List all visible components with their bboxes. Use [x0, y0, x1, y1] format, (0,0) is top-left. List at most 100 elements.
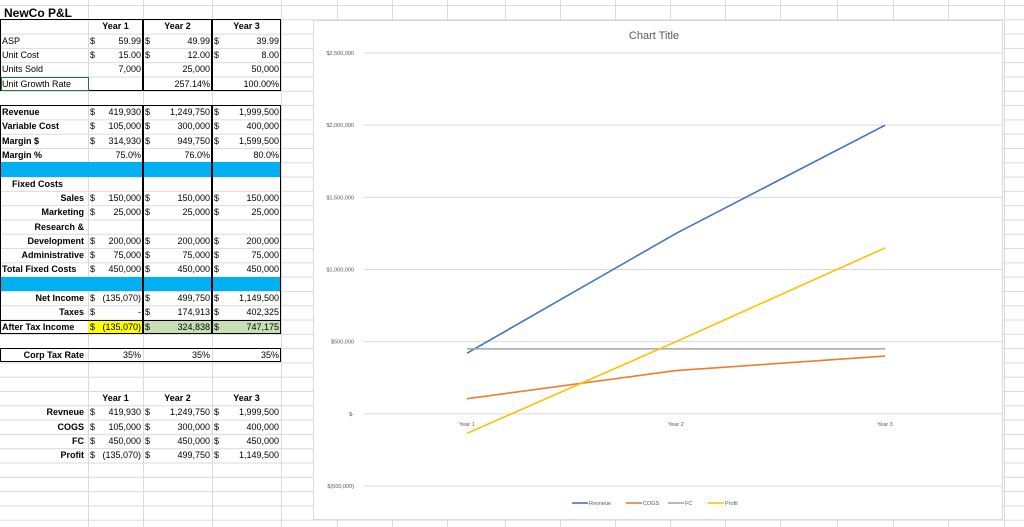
cell-value: 35%	[191, 350, 210, 361]
cell-value: 50,000	[251, 64, 279, 75]
row-label: Development	[27, 235, 84, 246]
currency-symbol: $	[214, 321, 220, 332]
value-cell[interactable]: $25,000	[143, 205, 212, 219]
cell-value: 25,000	[113, 207, 141, 218]
value-cell[interactable]: 35%	[143, 348, 212, 362]
value-cell[interactable]: $1,599,500	[212, 134, 281, 148]
value-cell[interactable]: $25,000	[88, 205, 143, 219]
line-chart[interactable]: Chart Title $(500,000) $- $500,000 $1,000,00…	[313, 20, 1003, 520]
value-cell[interactable]: 35%	[212, 348, 281, 362]
cell-value: 80.0%	[253, 150, 279, 160]
currency-symbol: $	[214, 35, 220, 46]
row-label: Taxes	[59, 307, 84, 318]
cell-value: 1,599,500	[238, 135, 279, 146]
chart-title: Chart Title	[629, 30, 679, 42]
cell-value: 450,000	[108, 264, 141, 275]
cell-value: 747,175	[246, 321, 279, 332]
value-cell[interactable]: $314,930	[88, 134, 143, 148]
value-cell[interactable]: $300,000	[143, 420, 212, 434]
value-cell[interactable]: $1,249,750	[143, 105, 212, 119]
value-cell[interactable]: $105,000	[88, 420, 143, 434]
value-cell[interactable]: $ -	[88, 305, 143, 319]
cell-value: (135,070)	[102, 293, 141, 303]
value-cell[interactable]: $75,000	[88, 248, 143, 262]
currency-symbol: $	[214, 250, 220, 261]
value-cell[interactable]: 75.0%	[88, 148, 143, 162]
legend-label: Profit	[725, 501, 738, 507]
row-label: Margin %	[2, 150, 43, 160]
value-cell[interactable]: $400,000	[212, 119, 281, 133]
cell-value: 25,000	[182, 207, 210, 218]
y-tick-label: $1,500,000	[326, 195, 354, 201]
value-cell[interactable]: $324,838	[143, 319, 212, 334]
value-cell[interactable]: $450,000	[143, 262, 212, 276]
value-cell[interactable]: $499,750	[143, 448, 212, 462]
value-cell[interactable]: $25,000	[212, 205, 281, 219]
value-cell[interactable]: 76.0%	[143, 148, 212, 162]
cell-value: 419,930	[108, 107, 141, 118]
cell-value: 450,000	[177, 264, 210, 275]
value-cell[interactable]	[88, 77, 143, 91]
row-label: Net Income	[35, 293, 84, 303]
value-cell[interactable]: $1,249,750	[143, 405, 212, 419]
value-cell[interactable]: $49.99	[143, 34, 212, 48]
value-cell[interactable]: 80.0%	[212, 148, 281, 162]
value-cell[interactable]: $105,000	[88, 119, 143, 133]
value-cell[interactable]: $8.00	[212, 48, 281, 62]
value-cell[interactable]: $450,000	[212, 262, 281, 276]
currency-symbol: $	[90, 407, 96, 418]
value-cell[interactable]: $ (135,070)	[88, 448, 143, 462]
value-cell[interactable]: $ (135,070)	[88, 319, 143, 334]
value-cell[interactable]: $1,149,500	[212, 291, 281, 305]
value-cell[interactable]: $15.00	[88, 48, 143, 62]
value-cell[interactable]: $402,325	[212, 305, 281, 319]
value-cell[interactable]: 7,000	[88, 62, 143, 76]
value-cell[interactable]: $200,000	[143, 234, 212, 248]
value-cell[interactable]: $450,000	[212, 434, 281, 448]
value-cell[interactable]: 257.14%	[143, 77, 212, 91]
value-cell[interactable]: $300,000	[143, 119, 212, 133]
value-cell[interactable]: $12.00	[143, 48, 212, 62]
series-line-cogs	[466, 355, 886, 400]
year-header: Year 1	[102, 21, 129, 32]
value-cell[interactable]: $200,000	[88, 234, 143, 248]
value-cell[interactable]: $450,000	[88, 262, 143, 276]
cell-value: 200,000	[177, 235, 210, 246]
value-cell[interactable]: $39.99	[212, 34, 281, 48]
value-cell[interactable]: $ (135,070)	[88, 291, 143, 305]
value-cell[interactable]: $400,000	[212, 420, 281, 434]
row-label: Margin $	[2, 135, 40, 146]
value-cell[interactable]: $499,750	[143, 291, 212, 305]
cell-value: 1,249,750	[169, 107, 210, 118]
value-cell[interactable]: $150,000	[212, 191, 281, 205]
currency-symbol: $	[90, 107, 96, 118]
value-cell[interactable]: $75,000	[212, 248, 281, 262]
value-cell[interactable]: $949,750	[143, 134, 212, 148]
value-cell[interactable]: 100.00%	[212, 77, 281, 91]
value-cell[interactable]: $150,000	[88, 191, 143, 205]
value-cell[interactable]: $450,000	[143, 434, 212, 448]
value-cell[interactable]: 50,000	[212, 62, 281, 76]
value-cell[interactable]: $747,175	[212, 319, 281, 334]
value-cell[interactable]: $75,000	[143, 248, 212, 262]
value-cell[interactable]: 25,000	[143, 62, 212, 76]
value-cell[interactable]: $419,930	[88, 405, 143, 419]
currency-symbol: $	[214, 293, 220, 303]
value-cell[interactable]: $174,913	[143, 305, 212, 319]
row-label: COGS	[57, 421, 84, 432]
year-header: Year 2	[164, 21, 191, 32]
value-cell[interactable]: $59.99	[88, 34, 143, 48]
value-cell[interactable]: $1,149,500	[212, 448, 281, 462]
cell-value: (135,070)	[102, 450, 141, 461]
legend-label: Revneue	[589, 501, 611, 507]
value-cell[interactable]: $200,000	[212, 234, 281, 248]
value-cell[interactable]: $1,999,500	[212, 105, 281, 119]
cell-value: 105,000	[108, 121, 141, 132]
value-cell[interactable]: 35%	[88, 348, 143, 362]
currency-symbol: $	[214, 307, 220, 318]
value-cell[interactable]: $450,000	[88, 434, 143, 448]
value-cell[interactable]: $1,999,500	[212, 405, 281, 419]
cell-value: 39.99	[256, 35, 279, 46]
value-cell[interactable]: $419,930	[88, 105, 143, 119]
value-cell[interactable]: $150,000	[143, 191, 212, 205]
